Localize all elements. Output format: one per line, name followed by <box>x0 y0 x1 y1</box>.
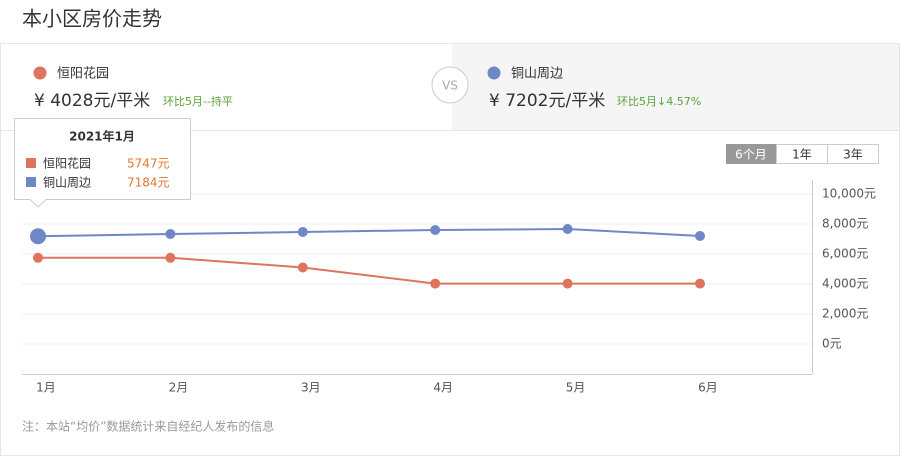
series-line <box>37 227 701 238</box>
button-label[interactable]: 6个月 <box>735 148 767 162</box>
data-point <box>297 226 308 237</box>
data-point <box>695 230 705 241</box>
tooltip-title: 2021年1月 <box>69 129 135 144</box>
change: 环比5月↓4.57% <box>617 95 701 108</box>
y-tick-label: 2,000元 <box>822 307 868 321</box>
button[interactable] <box>827 144 879 164</box>
tooltip-swatch <box>26 177 36 187</box>
footnote: 注：本站“均价”数据统计来自经纪人发布的信息 <box>22 419 274 434</box>
button-label[interactable]: 3年 <box>843 148 863 162</box>
x-tick-label: 3月 <box>301 381 321 395</box>
page-title: 本小区房价走势 <box>22 7 162 31</box>
price: ¥ 7202元/平米 <box>489 91 605 111</box>
data-point <box>430 278 441 289</box>
legend-dot <box>33 66 47 80</box>
tooltip-name: 铜山周边 <box>43 175 91 190</box>
data-point <box>430 225 441 235</box>
tooltip-value: 7184元 <box>127 176 170 190</box>
x-tick-label: 6月 <box>698 381 718 395</box>
y-tick-label: 0元 <box>822 337 842 351</box>
x-tick-label: 1月 <box>36 381 56 395</box>
change: 环比5月--持平 <box>163 94 233 108</box>
tooltip-value: 5747元 <box>127 157 170 171</box>
data-point <box>297 262 308 273</box>
tooltip: 2021年1月 恒阳花园 5747元 铜山周边 7184元 <box>14 118 191 208</box>
data-point <box>562 278 573 289</box>
tooltip-name: 恒阳花园 <box>43 156 91 171</box>
y-tick-label: 4,000元 <box>822 277 868 291</box>
price: ¥ 4028元/平米 <box>34 91 150 111</box>
data-point <box>30 228 46 245</box>
series-line <box>38 256 700 285</box>
data-point <box>165 252 176 263</box>
button-label[interactable]: 1年 <box>792 148 812 162</box>
legend-dot <box>487 66 501 80</box>
legend-name: 恒阳花园 <box>57 66 109 82</box>
tooltip-box <box>14 118 191 208</box>
y-tick-label: 10,000元 <box>822 187 876 201</box>
x-tick-label: 4月 <box>433 381 453 395</box>
x-tick-label: 2月 <box>169 381 189 395</box>
compare-bg <box>452 44 899 130</box>
data-point <box>165 229 176 240</box>
y-tick-label: 6,000元 <box>822 247 868 261</box>
data-point <box>695 278 705 289</box>
vs-circle <box>431 66 469 104</box>
data-point <box>33 252 43 263</box>
x-tick-label: 5月 <box>566 381 586 395</box>
y-tick-label: 8,000元 <box>822 217 868 231</box>
data-point <box>562 223 573 234</box>
vs: VS <box>442 79 458 93</box>
range-buttons: 6个月 1年 3年 <box>726 144 879 164</box>
tooltip-swatch <box>26 158 36 168</box>
legend-name: 铜山周边 <box>511 67 563 82</box>
